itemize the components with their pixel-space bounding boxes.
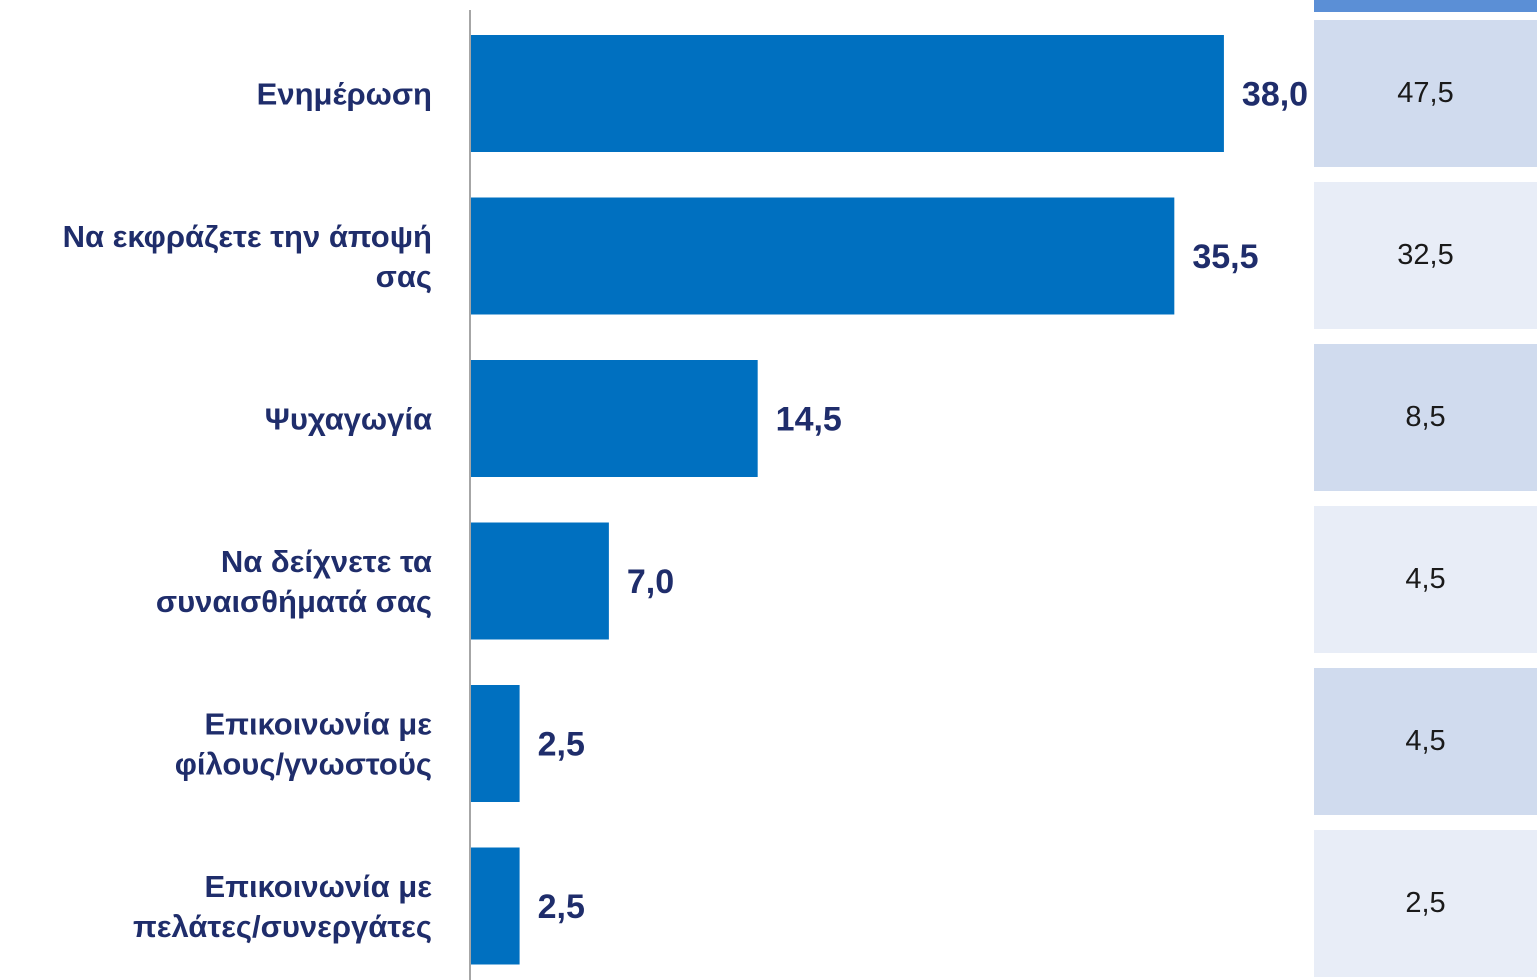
category-label-1-line-0: Να εκφράζετε την άποψή xyxy=(63,219,432,254)
value-label-0: 38,0 xyxy=(1242,76,1308,114)
value-label-2: 14,5 xyxy=(776,401,842,439)
category-labels: Ενημέρωση Να εκφράζετε την άποψή σας Ψυχαγω… xyxy=(63,77,433,945)
value-label-3: 7,0 xyxy=(627,563,674,601)
category-label-4-line-1: φίλους/γνωστούς xyxy=(175,747,432,782)
bar-5 xyxy=(470,847,520,965)
category-label-5-line-0: Επικοινωνία με xyxy=(205,869,433,904)
side-table-header xyxy=(1314,0,1537,12)
category-label-3-line-0: Να δείχνετε τα xyxy=(221,544,432,579)
bar-chart: Ενημέρωση Να εκφράζετε την άποψή σας Ψυχαγω… xyxy=(63,10,1309,980)
bar-2 xyxy=(470,360,758,477)
value-labels: 38,0 35,5 14,5 7,0 2,5 2,5 xyxy=(538,76,1309,927)
bar-4 xyxy=(470,685,520,802)
category-label-1-line-1: σας xyxy=(376,259,432,294)
side-table-cell-1: 32,5 xyxy=(1314,182,1537,329)
category-label-3-line-1: συναισθήματά σας xyxy=(156,584,432,619)
bar-3 xyxy=(470,522,609,640)
category-label-2-line-0: Ψυχαγωγία xyxy=(265,402,432,437)
value-label-1: 35,5 xyxy=(1192,238,1258,276)
value-label-4: 2,5 xyxy=(538,726,585,764)
category-label-4-line-0: Επικοινωνία με xyxy=(205,707,433,742)
bars xyxy=(470,35,1224,965)
bar-0 xyxy=(470,35,1224,152)
side-table-cell-4: 4,5 xyxy=(1314,668,1537,815)
value-label-5: 2,5 xyxy=(538,888,585,926)
category-label-5-line-1: πελάτες/συνεργάτες xyxy=(133,909,432,944)
side-table-cell-3: 4,5 xyxy=(1314,506,1537,653)
side-table-cell-2: 8,5 xyxy=(1314,344,1537,491)
side-table: 47,5 32,5 8,5 4,5 4,5 2,5 xyxy=(1314,0,1537,980)
bar-1 xyxy=(470,197,1175,315)
category-label-0-line-0: Ενημέρωση xyxy=(257,77,432,112)
side-table-cell-0: 47,5 xyxy=(1314,20,1537,167)
side-table-cell-5: 2,5 xyxy=(1314,830,1537,977)
